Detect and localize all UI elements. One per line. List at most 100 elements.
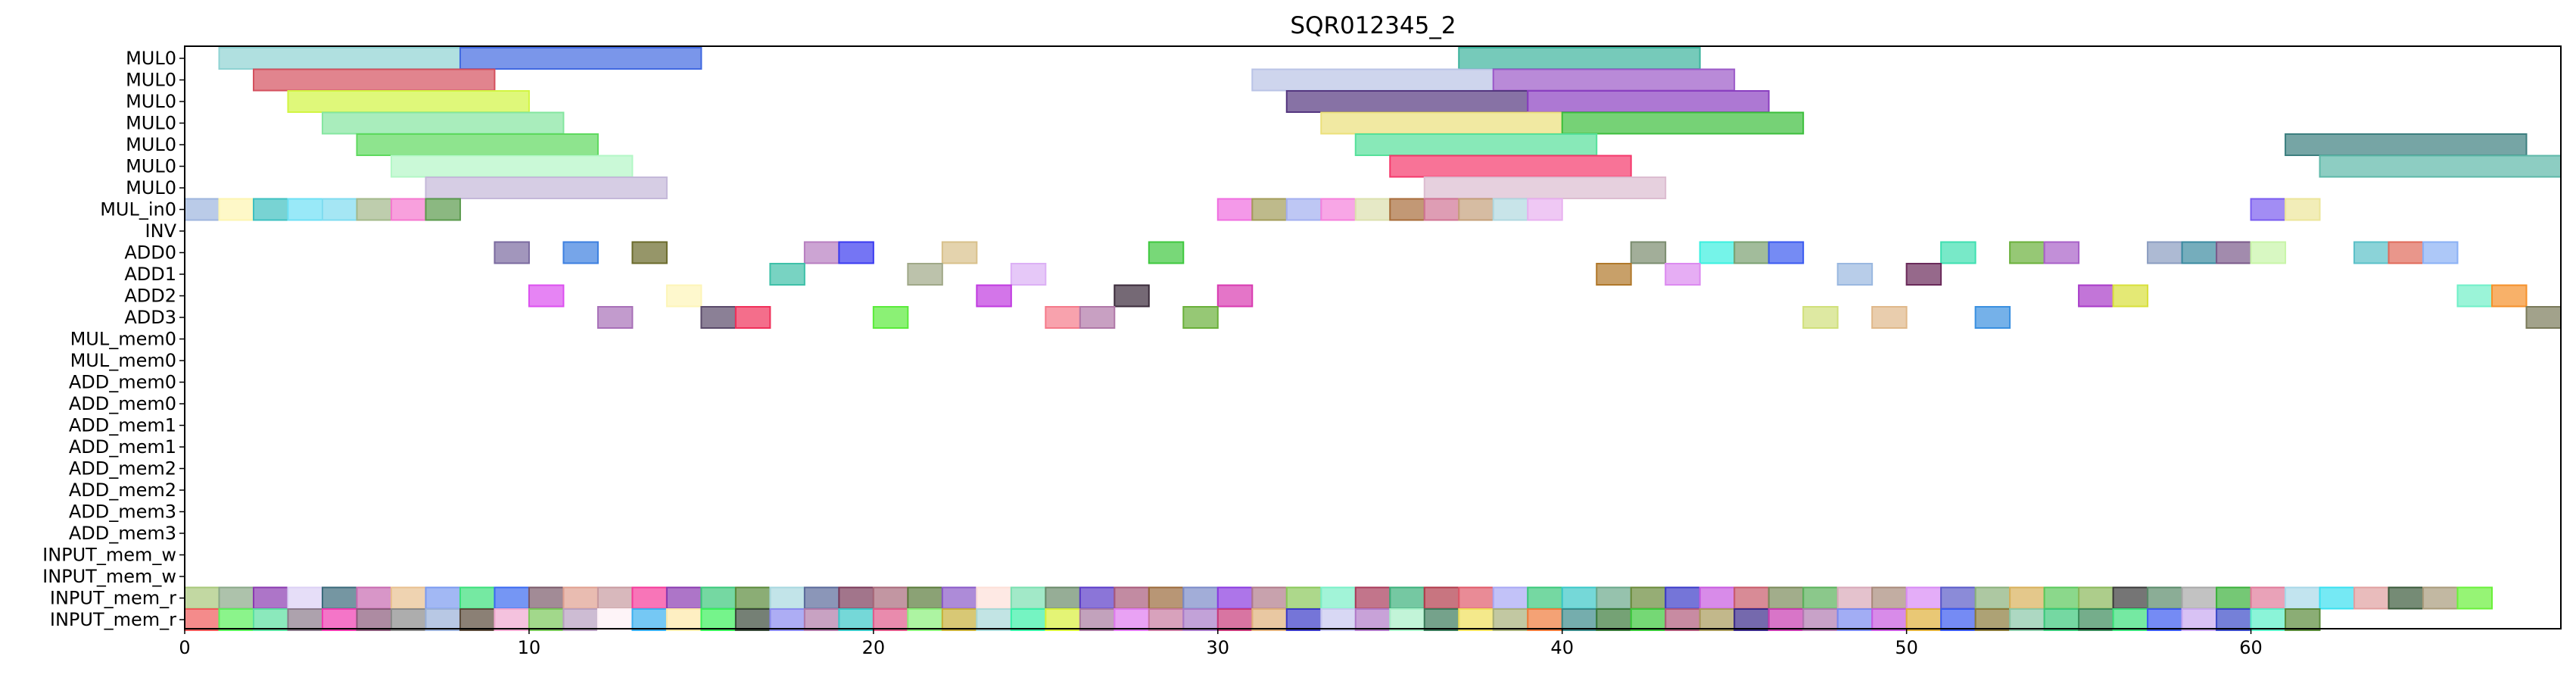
task-bar xyxy=(1905,263,1942,286)
y-tick-label: MUL0 xyxy=(126,48,176,69)
task-bar xyxy=(1389,198,1425,221)
task-bar xyxy=(1630,241,1667,264)
task-bar xyxy=(1389,608,1425,631)
task-bar xyxy=(1458,198,1494,221)
task-bar xyxy=(1216,608,1254,631)
task-bar xyxy=(2456,586,2493,610)
task-bar xyxy=(252,68,496,92)
task-bar xyxy=(1836,263,1874,286)
task-bar xyxy=(1389,586,1425,610)
task-bar xyxy=(1182,586,1219,610)
x-tick-label: 20 xyxy=(862,637,886,658)
task-bar xyxy=(2456,284,2493,308)
task-bar xyxy=(2353,241,2390,264)
task-bar xyxy=(838,586,874,610)
task-bar xyxy=(1974,586,2011,610)
x-tick-label: 40 xyxy=(1550,637,1574,658)
y-tick-label: ADD_mem1 xyxy=(69,436,176,458)
task-bar xyxy=(803,608,840,631)
task-bar xyxy=(1596,586,1632,610)
task-bar xyxy=(252,198,289,221)
task-bar xyxy=(425,176,668,199)
task-bar xyxy=(2285,586,2321,610)
task-bar xyxy=(1492,586,1529,610)
task-bar xyxy=(2319,586,2356,610)
task-bar xyxy=(1320,198,1357,221)
task-bar xyxy=(976,284,1012,308)
task-bar xyxy=(803,241,840,264)
task-bar xyxy=(941,608,978,631)
task-bar xyxy=(1423,586,1460,610)
task-bar xyxy=(1320,111,1563,135)
task-bar xyxy=(2250,198,2287,221)
x-tick-label: 10 xyxy=(518,637,541,658)
task-bar xyxy=(665,608,702,631)
task-bar xyxy=(1802,608,1839,631)
task-bar xyxy=(2250,586,2287,610)
task-bar xyxy=(1974,306,2011,329)
task-bar xyxy=(252,586,289,610)
task-bar xyxy=(425,608,461,631)
task-bar xyxy=(1596,608,1632,631)
task-bar xyxy=(1527,608,1563,631)
y-tick-label: ADD2 xyxy=(124,286,176,307)
y-tick-label: INPUT_mem_w xyxy=(42,545,176,566)
task-bar xyxy=(1354,133,1598,156)
task-bar xyxy=(2078,586,2114,610)
task-bar xyxy=(2250,241,2287,264)
y-tick-label: ADD_mem2 xyxy=(69,458,176,480)
x-tick-label: 60 xyxy=(2239,637,2263,658)
task-bar xyxy=(872,608,909,631)
task-bar xyxy=(2250,608,2287,631)
task-bar xyxy=(976,586,1012,610)
task-bar xyxy=(1010,608,1047,631)
y-tick-label: INPUT_mem_r xyxy=(50,588,176,609)
task-bar xyxy=(287,90,530,113)
task-bar xyxy=(2009,241,2045,264)
task-bar xyxy=(1423,608,1460,631)
task-bar xyxy=(1768,608,1805,631)
x-axis: 0 10 20 30 40 50 60 xyxy=(179,629,2263,658)
task-bar xyxy=(1079,306,1116,329)
task-bar xyxy=(184,586,220,610)
task-bar xyxy=(700,586,737,610)
y-tick-label: ADD1 xyxy=(124,264,176,285)
task-bar xyxy=(1802,306,1839,329)
task-bar xyxy=(1871,608,1908,631)
task-bar xyxy=(1114,284,1150,308)
y-tick-label: INPUT_mem_r xyxy=(50,609,176,630)
y-tick-label: MUL0 xyxy=(126,70,176,91)
task-bar xyxy=(596,306,634,329)
task-bar xyxy=(287,198,323,221)
task-bar xyxy=(1148,608,1185,631)
task-bar xyxy=(872,306,909,329)
task-bar xyxy=(1079,586,1116,610)
task-bar xyxy=(1182,608,1219,631)
y-tick-label: INPUT_mem_w xyxy=(42,566,176,587)
task-bar xyxy=(1354,608,1391,631)
task-bar xyxy=(2181,241,2218,264)
x-tick-label: 30 xyxy=(1207,637,1230,658)
task-bar xyxy=(321,608,358,631)
task-bar xyxy=(1974,608,2011,631)
task-bar xyxy=(2147,586,2183,610)
task-bar xyxy=(1905,586,1942,610)
task-bar xyxy=(2319,155,2562,178)
task-bar xyxy=(1148,586,1185,610)
task-bar xyxy=(2491,284,2528,308)
task-bar xyxy=(1665,263,1701,286)
task-bar xyxy=(459,608,496,631)
task-bar xyxy=(1354,586,1391,610)
y-tick-label: MUL_in0 xyxy=(100,199,176,220)
task-bar xyxy=(976,608,1012,631)
task-bar xyxy=(425,586,461,610)
y-tick-label: ADD_mem1 xyxy=(69,415,176,436)
task-bar xyxy=(1802,586,1839,610)
task-bar xyxy=(803,586,840,610)
task-bar xyxy=(1527,586,1563,610)
task-bar xyxy=(1320,586,1357,610)
task-bar xyxy=(1768,241,1805,264)
task-bar xyxy=(700,608,737,631)
y-tick-label: ADD0 xyxy=(124,242,176,264)
